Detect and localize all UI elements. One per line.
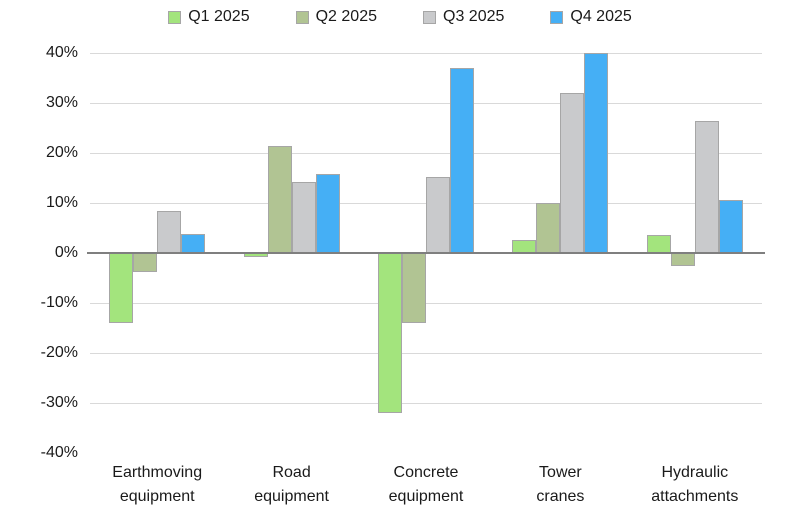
x-axis-label-earthmoving-equipment: Earthmoving equipment <box>112 464 203 505</box>
bar-q1-2025-concrete-equipment <box>378 253 402 413</box>
y-axis-label: -40% <box>40 444 78 461</box>
x-axis-label-road-equipment: Road equipment <box>254 464 329 505</box>
legend: Q1 2025 Q2 2025 Q3 2025 Q4 2025 <box>0 8 800 26</box>
gridline <box>90 403 762 404</box>
legend-item-q3-2025: Q3 2025 <box>423 8 504 26</box>
legend-item-q2-2025: Q2 2025 <box>295 8 377 26</box>
gridline <box>90 353 762 354</box>
y-axis-label: 20% <box>45 144 78 161</box>
legend-label: Q2 2025 <box>315 8 377 25</box>
y-axis-label: -30% <box>40 394 78 411</box>
bar-q1-2025-tower-cranes <box>512 239 537 253</box>
legend-swatch-q4-2025 <box>550 10 564 24</box>
legend-swatch-q2-2025 <box>295 10 309 24</box>
bar-q4-2025-road-equipment <box>315 174 340 253</box>
bar-q2-2025-concrete-equipment <box>402 253 426 323</box>
gridline <box>90 303 762 304</box>
bar-q4-2025-earthmoving-equipment <box>181 234 206 253</box>
legend-swatch-q3-2025 <box>423 10 436 24</box>
legend-label: Q3 2025 <box>443 8 505 25</box>
x-axis-line <box>87 252 765 254</box>
x-axis: Earthmoving equipment Road equipment Concr… <box>90 461 762 517</box>
y-axis-label: -20% <box>40 344 78 361</box>
y-axis: 40% 30% 20% 10% 0% -10% -20% -30% -40% <box>0 44 78 461</box>
y-axis-label: -10% <box>40 294 78 311</box>
bar-q1-2025-hydraulic-attachments <box>646 234 671 253</box>
bar-q4-2025-tower-cranes <box>584 53 609 253</box>
plot-area <box>87 53 765 453</box>
y-axis-label: 30% <box>45 94 78 111</box>
x-axis-label-concrete-equipment: Concrete equipment <box>388 464 464 505</box>
bar-q3-2025-concrete-equipment <box>426 177 450 253</box>
x-axis-label-tower-cranes: Tower cranes <box>536 464 585 505</box>
bar-q2-2025-hydraulic-attachments <box>670 253 695 266</box>
bar-q2-2025-tower-cranes <box>536 203 561 253</box>
bar-q3-2025-tower-cranes <box>560 93 585 253</box>
gridline <box>90 153 762 154</box>
bar-q2-2025-earthmoving-equipment <box>133 253 158 272</box>
y-axis-label: 10% <box>45 194 78 211</box>
legend-label: Q1 2025 <box>188 8 250 25</box>
y-axis-label: 40% <box>45 44 78 61</box>
legend-label: Q4 2025 <box>570 8 632 25</box>
bar-q3-2025-earthmoving-equipment <box>157 211 182 253</box>
gridline <box>90 53 762 54</box>
bar-q2-2025-road-equipment <box>267 145 292 253</box>
bar-q4-2025-concrete-equipment <box>450 68 474 253</box>
x-axis-label-hydraulic-attachments: Hydraulic attachments <box>651 464 739 505</box>
legend-swatch-q1-2025 <box>168 10 182 24</box>
y-axis-label: 0% <box>54 244 78 261</box>
bar-q3-2025-road-equipment <box>291 181 316 253</box>
gridline <box>90 103 762 104</box>
legend-item-q1-2025: Q1 2025 <box>168 8 250 26</box>
bar-q1-2025-earthmoving-equipment <box>109 253 134 323</box>
bar-q3-2025-hydraulic-attachments <box>694 121 719 253</box>
bar-q4-2025-hydraulic-attachments <box>718 199 743 253</box>
legend-item-q4-2025: Q4 2025 <box>550 8 632 26</box>
